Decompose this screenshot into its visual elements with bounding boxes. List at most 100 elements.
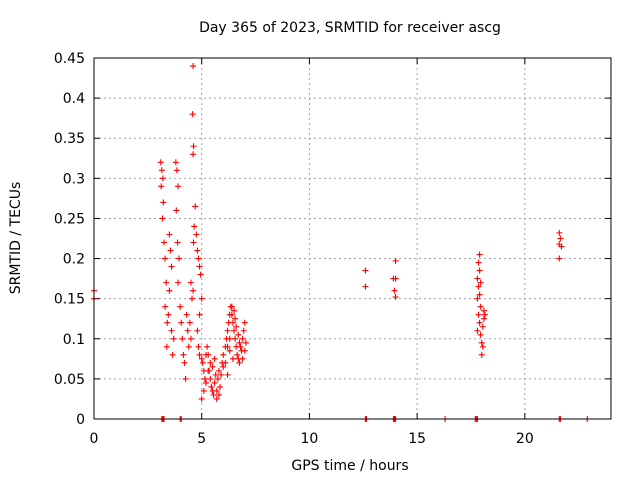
y-tick-label: 0 [76,412,85,428]
data-point [231,327,238,334]
data-point [182,375,189,382]
data-point [164,319,171,326]
chart-title: Day 365 of 2023, SRMTID for receiver asc… [199,20,501,36]
data-point [167,247,174,254]
data-point [392,257,399,264]
data-point [362,283,369,290]
data-point [168,263,175,270]
data-point [217,383,224,390]
data-point [190,239,197,246]
data-point [205,367,212,374]
data-point [194,247,201,254]
data-point [186,319,193,326]
data-point [234,351,241,358]
data-point [185,343,192,350]
x-tick-label: 20 [516,431,534,447]
data-point [173,207,180,214]
data-point [228,311,235,318]
data-point [475,259,482,266]
data-point [177,303,184,310]
y-tick-label: 0.15 [54,292,85,308]
data-point [480,307,487,314]
data-point [481,311,488,318]
data-point [163,343,170,350]
data-point [241,347,248,354]
data-point [479,323,486,330]
data-point [211,355,218,362]
data-point [222,359,229,366]
data-point [235,331,242,338]
x-tick-label: 5 [197,431,206,447]
data-point [175,279,182,286]
grid-lines [94,58,611,419]
y-tick-label: 0.45 [54,51,85,67]
data-point [476,251,483,258]
data-point [203,379,210,386]
data-point [210,391,217,398]
data-point [190,151,197,158]
data-point [236,359,243,366]
data-point [178,319,185,326]
data-point [207,375,214,382]
data-point [226,347,233,354]
data-point [232,335,239,342]
data-point [229,319,236,326]
data-point [196,263,203,270]
data-point [184,327,191,334]
data-point [220,351,227,358]
data-point [213,387,220,394]
axis-ticks [93,57,611,420]
data-point [476,319,483,326]
data-point [198,295,205,302]
y-tick-label: 0.35 [54,131,85,147]
y-tick-label: 0.2 [63,252,85,268]
y-tick-label: 0.4 [63,91,85,107]
data-point [180,351,187,358]
data-point [208,383,215,390]
data-point [478,339,485,346]
data-point [220,363,227,370]
data-point [226,335,233,342]
plot-frame [93,57,612,420]
data-point [179,335,186,342]
y-axis-label: SRMTID / TECUs [8,182,24,295]
data-point [197,271,204,278]
data-point [187,279,194,286]
data-point [159,175,166,182]
data-point [170,335,177,342]
data-point [209,363,216,370]
data-point [229,355,236,362]
data-point [158,167,165,174]
data-point [194,327,201,334]
data-point [169,351,176,358]
x-axis-label: GPS time / hours [291,458,408,474]
data-point [173,167,180,174]
data-point [476,267,483,274]
data-point [201,375,208,382]
data-point [232,315,239,322]
data-point [161,239,168,246]
y-tick-label: 0.05 [54,372,85,388]
data-point [391,287,398,294]
data-point [239,335,246,342]
data-point [176,255,183,262]
data-point [362,267,369,274]
data-point [241,319,248,326]
data-point [224,343,231,350]
x-tick-label: 10 [301,431,319,447]
data-point [556,255,563,262]
data-point [181,359,188,366]
data-point [199,359,206,366]
data-point [190,63,197,70]
data-point [158,183,165,190]
data-point [168,327,175,334]
data-point [190,143,197,150]
data-point [215,367,222,374]
data-point [475,311,482,318]
data-point [480,315,487,322]
data-point [478,351,485,358]
data-point [477,279,484,286]
data-point [203,351,210,358]
data-point [198,395,205,402]
